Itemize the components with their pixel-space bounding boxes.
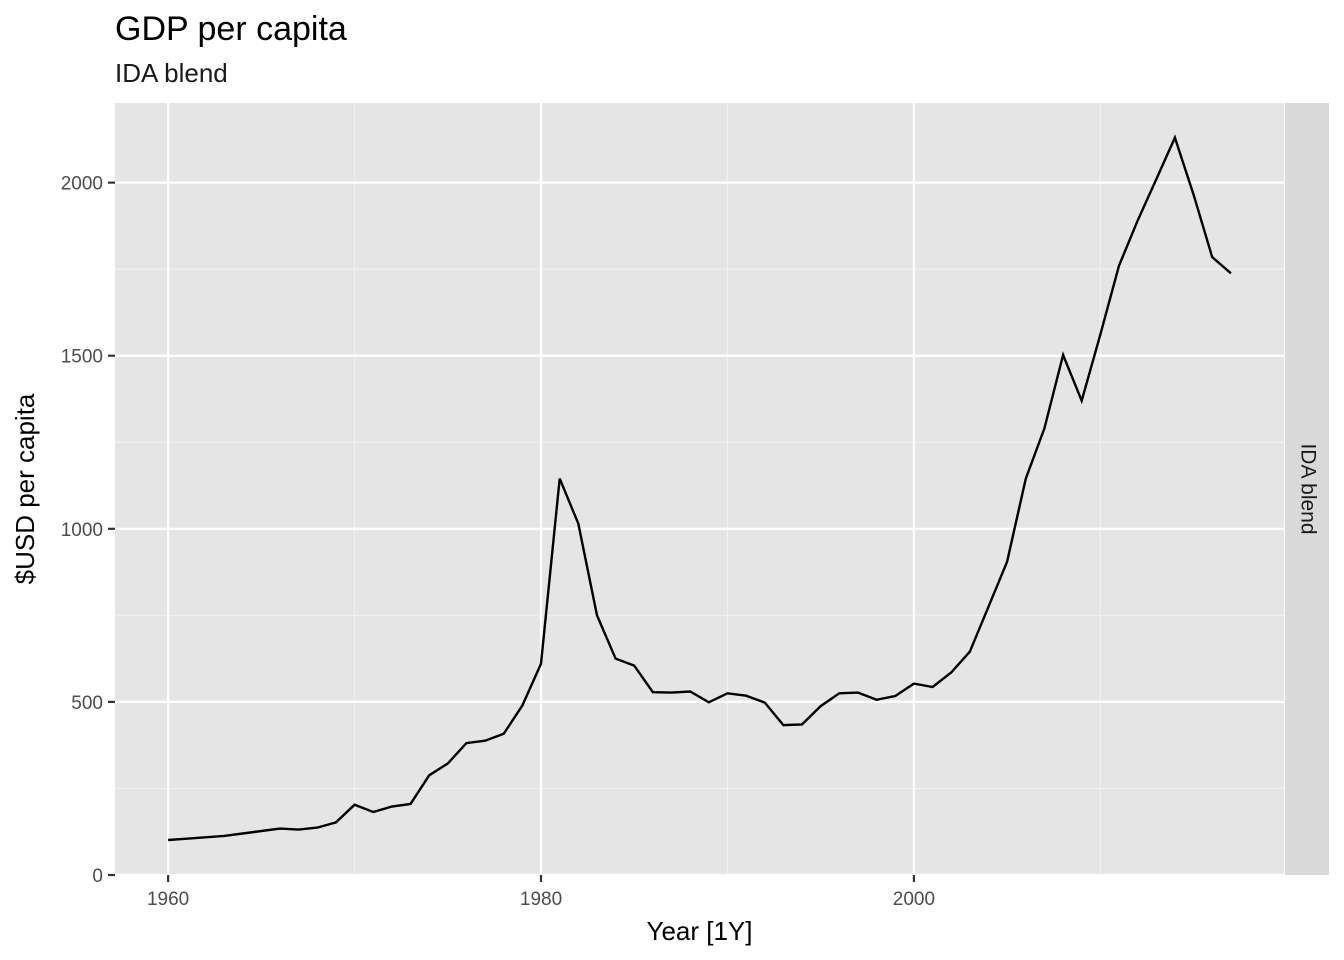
x-tick-label: 1960 xyxy=(147,889,189,910)
y-axis: 0 500 1000 1500 2000 xyxy=(61,174,115,887)
plot-panel xyxy=(115,103,1284,875)
x-tick-label: 1980 xyxy=(520,889,562,910)
chart-subtitle: IDA blend xyxy=(115,58,228,88)
y-tick-label: 2000 xyxy=(61,174,103,195)
facet-strip xyxy=(1285,103,1329,875)
y-tick-label: 1000 xyxy=(61,520,103,541)
chart-title: GDP per capita xyxy=(115,10,347,48)
major-gridlines xyxy=(115,103,1284,877)
x-tick-label: 2000 xyxy=(893,889,935,910)
y-tick-label: 1500 xyxy=(61,347,103,368)
y-axis-title: $USD per capita xyxy=(10,393,40,584)
facet-strip-label: IDA blend xyxy=(1296,443,1319,534)
y-tick-label: 500 xyxy=(71,693,103,714)
x-axis-title: Year [1Y] xyxy=(646,916,752,946)
x-axis: 1960 1980 2000 xyxy=(147,875,935,910)
minor-gridlines xyxy=(115,103,1284,875)
y-tick-label: 0 xyxy=(92,866,103,887)
series-line xyxy=(168,134,1232,842)
